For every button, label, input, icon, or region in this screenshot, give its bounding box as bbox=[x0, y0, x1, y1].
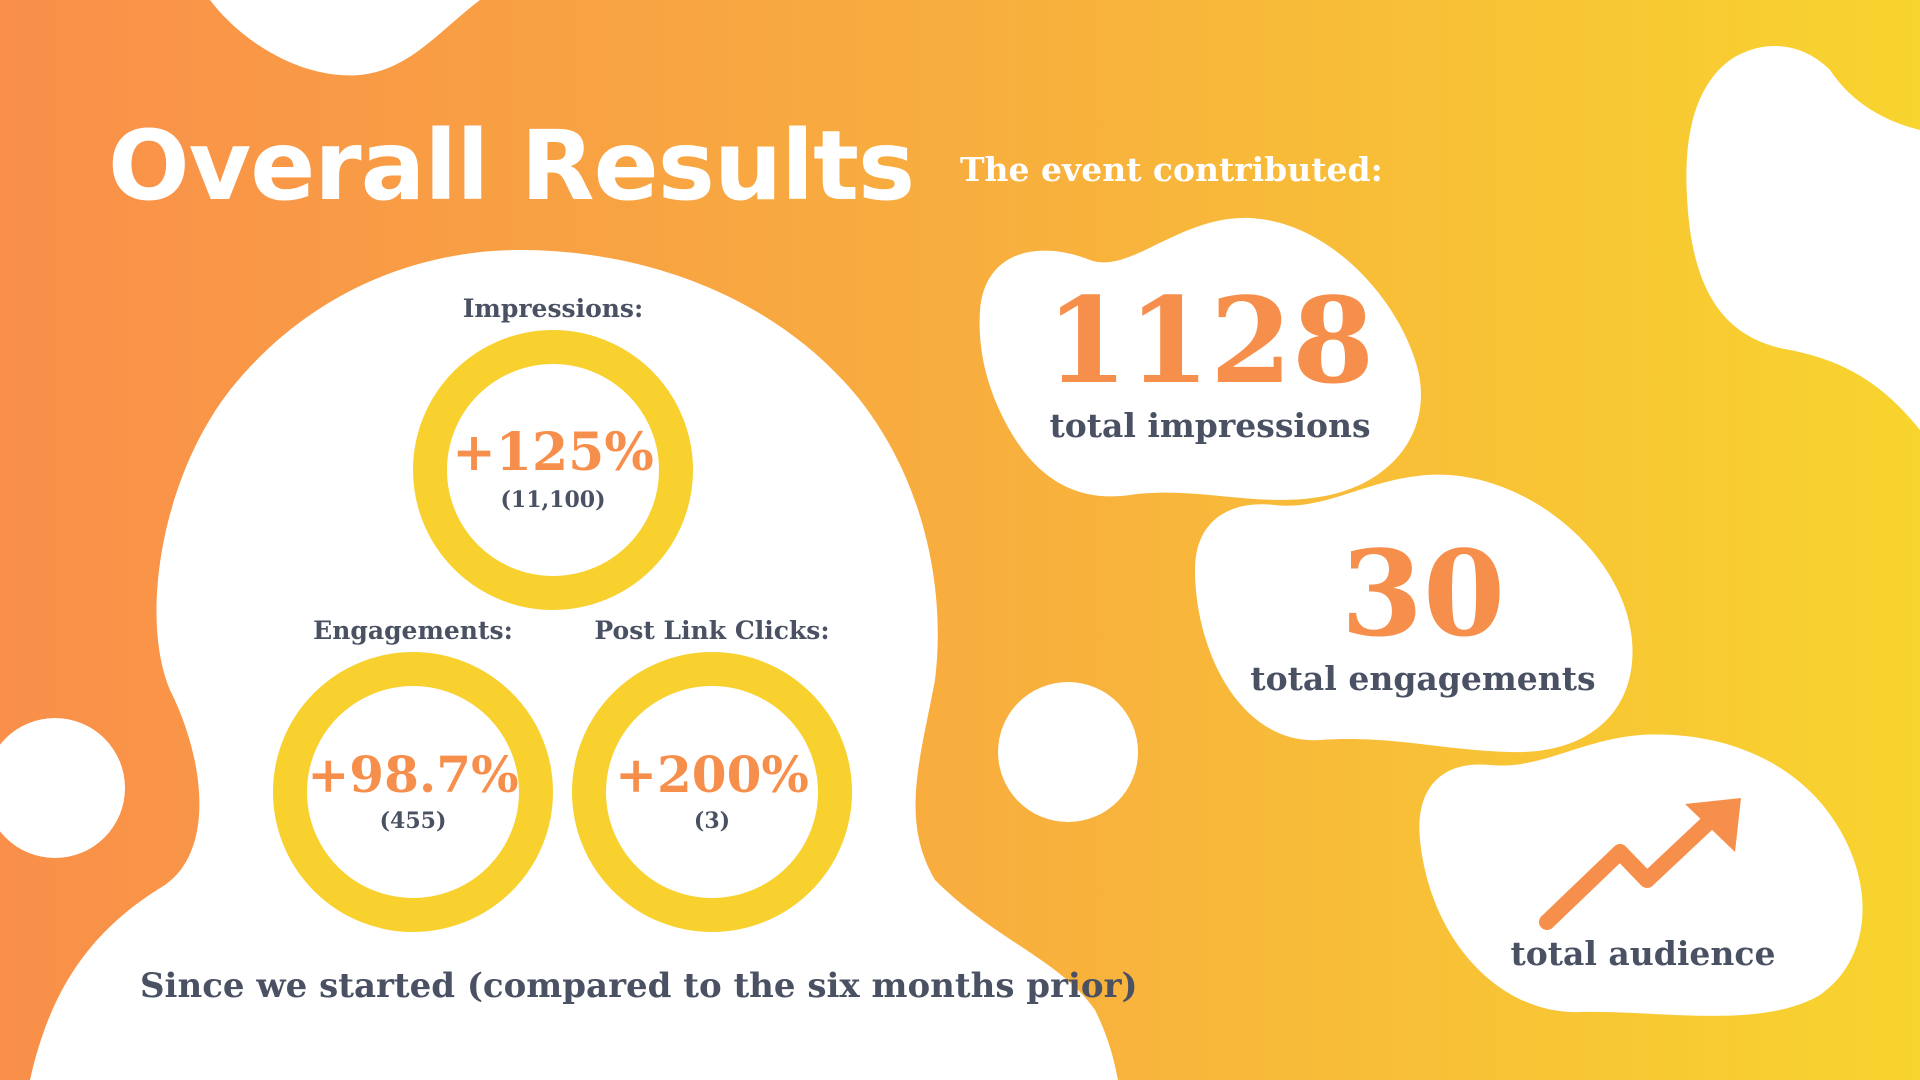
total-engagements: 30 total engagements bbox=[1223, 524, 1623, 699]
impressions-blob bbox=[979, 217, 1421, 500]
total-engagements-label: total engagements bbox=[1250, 659, 1596, 698]
total-engagements-value: 30 bbox=[1340, 524, 1506, 663]
total-impressions: 1128 total impressions bbox=[1010, 271, 1410, 446]
trending-up-arrow-icon bbox=[1539, 798, 1741, 930]
top-right-blob bbox=[1686, 46, 1920, 431]
total-impressions-value: 1128 bbox=[1045, 271, 1375, 410]
contributed-heading: The event contributed: bbox=[960, 150, 1383, 189]
engagements-ring: +98.7% (455) bbox=[273, 652, 553, 932]
total-audience-label: total audience bbox=[1510, 934, 1776, 973]
footer-note: Since we started (compared to the six mo… bbox=[140, 966, 1138, 1006]
engagements-count: (455) bbox=[379, 808, 447, 834]
page-title: Overall Results bbox=[108, 110, 915, 222]
impressions-count: (11,100) bbox=[500, 487, 606, 513]
total-audience: total audience bbox=[1443, 928, 1843, 973]
engagements-label: Engagements: bbox=[313, 616, 513, 645]
post-link-clicks-count: (3) bbox=[693, 808, 731, 834]
impressions-percent: +125% bbox=[452, 422, 654, 483]
total-impressions-label: total impressions bbox=[1049, 406, 1371, 445]
post-link-clicks-ring: +200% (3) bbox=[572, 652, 852, 932]
post-link-clicks-label: Post Link Clicks: bbox=[594, 616, 830, 645]
post-link-clicks-percent: +200% bbox=[615, 745, 809, 804]
impressions-label: Impressions: bbox=[462, 294, 644, 323]
middle-circle bbox=[998, 682, 1138, 822]
engagements-percent: +98.7% bbox=[307, 745, 519, 804]
engagements-blob bbox=[1195, 474, 1633, 753]
impressions-ring: +125% (11,100) bbox=[413, 330, 693, 610]
top-blob bbox=[210, 0, 480, 76]
left-circle bbox=[0, 718, 125, 858]
